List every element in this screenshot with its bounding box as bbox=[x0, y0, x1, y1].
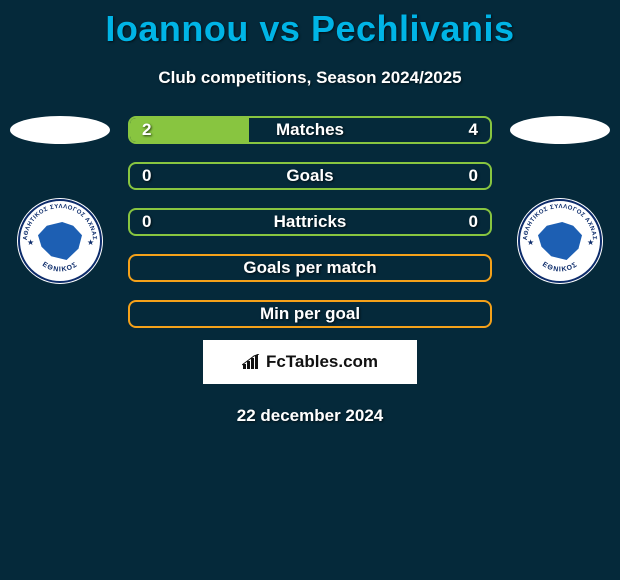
left-player-column: ΑΘΛΗΤΙΚΟΣ ΣΥΛΛΟΓΟΣ ΑΧΝΑΣ ΕΘΝΙΚΟΣ ★ ★ bbox=[0, 116, 120, 284]
stat-label: Matches bbox=[276, 120, 344, 140]
brand-attribution[interactable]: FcTables.com bbox=[203, 340, 417, 384]
bar-chart-icon bbox=[242, 354, 262, 370]
stat-value-right: 4 bbox=[469, 120, 478, 140]
stats-list: 2 Matches 4 0 Goals 0 0 Hattricks 0 Goals per mat… bbox=[120, 116, 500, 328]
stat-label: Goals per match bbox=[243, 258, 376, 278]
stat-row: 2 Matches 4 bbox=[128, 116, 492, 144]
player-avatar-placeholder-left bbox=[10, 116, 110, 144]
right-player-column: ΑΘΛΗΤΙΚΟΣ ΣΥΛΛΟΓΟΣ ΑΧΝΑΣ ΕΘΝΙΚΟΣ ★ ★ bbox=[500, 116, 620, 284]
stat-row: 0 Goals 0 bbox=[128, 162, 492, 190]
svg-text:★: ★ bbox=[27, 238, 34, 247]
stat-value-right: 0 bbox=[469, 212, 478, 232]
comparison-panel: ΑΘΛΗΤΙΚΟΣ ΣΥΛΛΟΓΟΣ ΑΧΝΑΣ ΕΘΝΙΚΟΣ ★ ★ 2 Ma… bbox=[0, 116, 620, 328]
club-badge-left: ΑΘΛΗΤΙΚΟΣ ΣΥΛΛΟΓΟΣ ΑΧΝΑΣ ΕΘΝΙΚΟΣ ★ ★ bbox=[17, 198, 103, 284]
brand-text: FcTables.com bbox=[266, 352, 378, 372]
club-badge-right: ΑΘΛΗΤΙΚΟΣ ΣΥΛΛΟΓΟΣ ΑΧΝΑΣ ΕΘΝΙΚΟΣ ★ ★ bbox=[517, 198, 603, 284]
stat-label: Goals bbox=[286, 166, 333, 186]
stat-value-left: 0 bbox=[142, 166, 151, 186]
stat-row: Min per goal bbox=[128, 300, 492, 328]
stat-label: Hattricks bbox=[274, 212, 347, 232]
svg-text:★: ★ bbox=[527, 238, 534, 247]
player-avatar-placeholder-right bbox=[510, 116, 610, 144]
stat-value-left: 2 bbox=[142, 120, 151, 140]
svg-text:★: ★ bbox=[87, 238, 94, 247]
stat-value-left: 0 bbox=[142, 212, 151, 232]
stat-label: Min per goal bbox=[260, 304, 360, 324]
subtitle: Club competitions, Season 2024/2025 bbox=[0, 68, 620, 88]
stat-row: Goals per match bbox=[128, 254, 492, 282]
svg-text:★: ★ bbox=[587, 238, 594, 247]
page-title: Ioannou vs Pechlivanis bbox=[0, 0, 620, 50]
stat-row: 0 Hattricks 0 bbox=[128, 208, 492, 236]
snapshot-date: 22 december 2024 bbox=[0, 406, 620, 426]
stat-value-right: 0 bbox=[469, 166, 478, 186]
